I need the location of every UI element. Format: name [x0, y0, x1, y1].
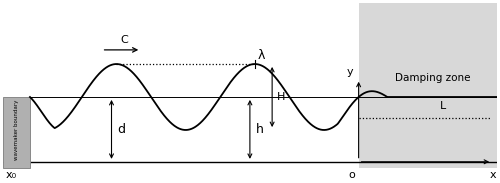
Text: o: o — [348, 170, 354, 180]
Text: d: d — [118, 123, 126, 136]
Text: C: C — [120, 35, 128, 45]
Text: wavemaker boundary: wavemaker boundary — [14, 99, 19, 160]
Text: H: H — [277, 92, 285, 102]
Bar — [358, 3, 497, 168]
Text: λ: λ — [258, 49, 264, 62]
Text: Damping zone: Damping zone — [395, 73, 470, 83]
Text: y: y — [347, 66, 354, 76]
Text: x₀: x₀ — [5, 170, 16, 180]
Bar — [3, 97, 30, 168]
Text: h: h — [256, 123, 264, 136]
Text: x: x — [490, 170, 496, 180]
Text: L: L — [440, 101, 446, 111]
